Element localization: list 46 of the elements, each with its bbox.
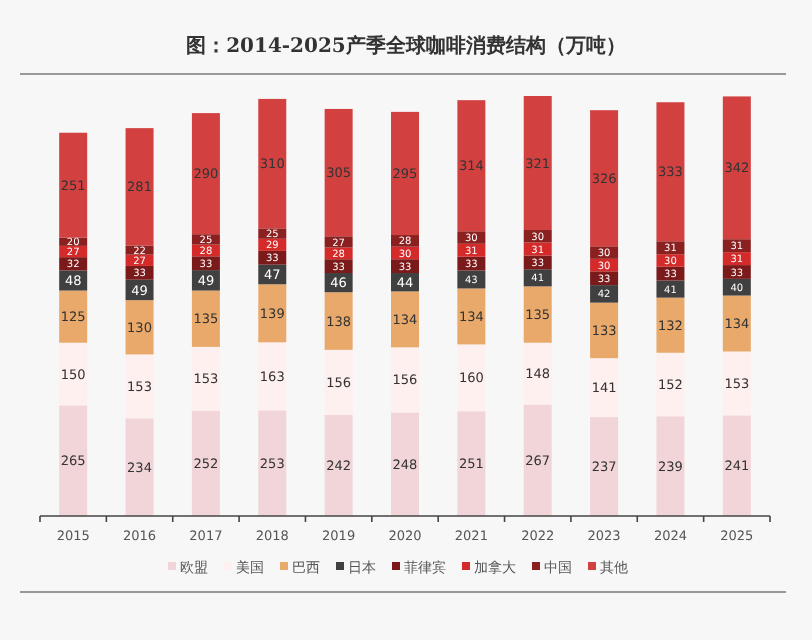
bar [258,342,287,411]
bar [324,414,353,516]
bar [258,410,287,516]
bar [722,415,751,516]
bar [722,96,751,240]
bar [59,132,88,238]
bar [59,405,88,516]
bar [324,292,353,350]
bar [722,295,751,352]
bar [590,302,619,359]
bar [391,291,419,348]
bar [656,352,685,417]
bar [59,290,88,343]
bar [125,128,154,246]
bar [324,349,353,415]
bar [523,96,552,231]
bar [523,404,552,516]
bar [258,98,287,229]
bar [258,284,287,343]
bar [125,354,154,419]
bar [391,412,419,516]
bar [457,411,486,516]
bar [391,111,419,236]
bar [590,110,619,247]
bar [457,288,486,345]
bar [523,286,552,343]
bar [656,297,685,353]
chart-title: 图：2014-2025产季全球咖啡消费结构（万吨） [186,34,626,58]
bar [656,102,685,242]
bar [590,358,619,418]
bar [191,290,220,347]
bar [722,351,751,416]
bar [590,285,619,303]
bar [125,418,154,516]
bar [590,417,619,516]
bar [191,410,220,516]
bar [324,108,353,237]
bar [523,342,552,405]
bar [125,300,154,355]
bar [391,347,419,413]
bar [457,100,486,232]
bar [191,113,220,235]
bar [457,344,486,412]
bar [656,416,685,516]
bar [191,346,220,411]
bar [59,342,88,406]
